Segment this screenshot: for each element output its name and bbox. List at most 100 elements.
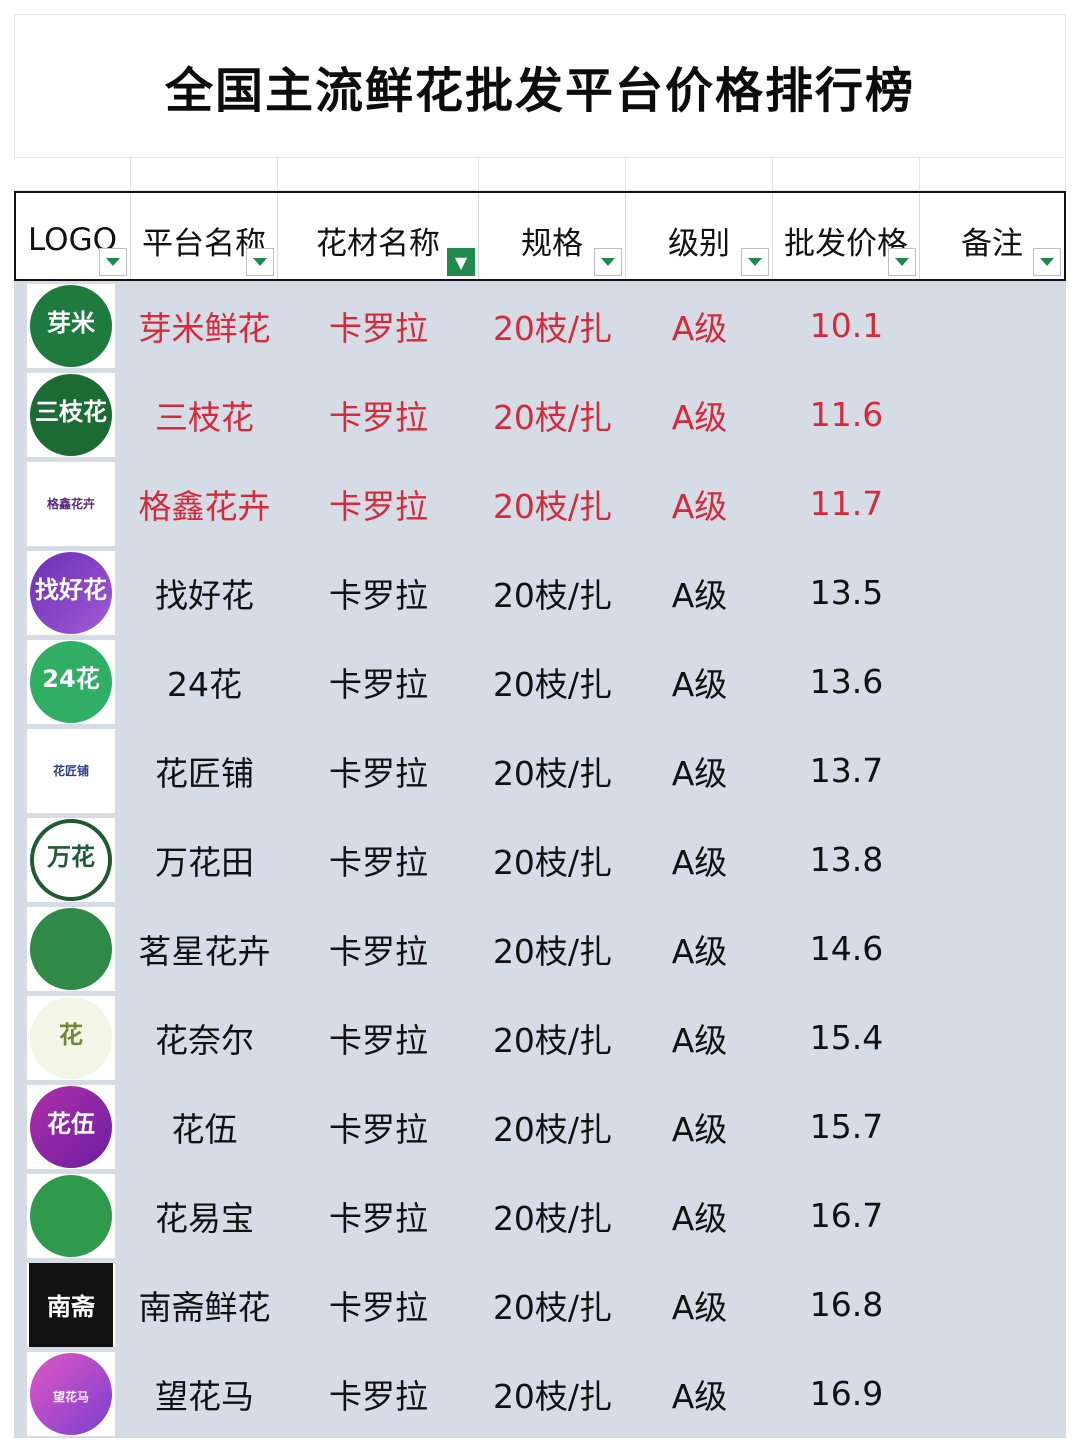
spec-cell[interactable]: 20枝/扎 (492, 1376, 613, 1416)
table-row[interactable]: 花伍 花伍 卡罗拉 20枝/扎 A级 15.7 (14, 1082, 1066, 1171)
note-cell[interactable] (920, 637, 1066, 726)
platform-name-cell[interactable]: 三枝花 (155, 397, 254, 437)
grade-cell[interactable]: A级 (671, 1020, 728, 1060)
note-cell[interactable] (920, 993, 1066, 1082)
spec-cell[interactable]: 20枝/扎 (492, 842, 613, 882)
header-flower-name[interactable]: 花材名称 ▼ (278, 193, 479, 279)
blank-cell[interactable] (14, 158, 131, 191)
table-row[interactable]: 万花 万花田 卡罗拉 20枝/扎 A级 13.8 (14, 815, 1066, 904)
filter-dropdown-icon[interactable] (594, 248, 622, 276)
platform-name-cell[interactable]: 花伍 (171, 1109, 238, 1149)
price-cell[interactable]: 13.8 (809, 840, 884, 879)
grade-cell[interactable]: A级 (671, 308, 728, 348)
price-cell[interactable]: 13.7 (809, 751, 884, 790)
blank-cell[interactable] (278, 158, 479, 191)
logo-cell[interactable]: 花伍 (14, 1082, 131, 1171)
filter-dropdown-icon[interactable] (1033, 248, 1061, 276)
platform-name-cell[interactable]: 24花 (167, 664, 242, 704)
platform-name-cell[interactable]: 格鑫花卉 (138, 486, 271, 526)
logo-cell[interactable]: 三枝花 (14, 370, 131, 459)
platform-name-cell[interactable]: 花奈尔 (155, 1020, 254, 1060)
grade-cell[interactable]: A级 (671, 1109, 728, 1149)
table-row[interactable]: 找好花 找好花 卡罗拉 20枝/扎 A级 13.5 (14, 548, 1066, 637)
platform-name-cell[interactable]: 茗星花卉 (138, 931, 271, 971)
spec-cell[interactable]: 20枝/扎 (492, 1287, 613, 1327)
blank-cell[interactable] (131, 158, 278, 191)
grade-cell[interactable]: A级 (671, 1287, 728, 1327)
flower-name-cell[interactable]: 卡罗拉 (329, 1287, 428, 1327)
price-cell[interactable]: 16.8 (809, 1285, 884, 1324)
spec-cell[interactable]: 20枝/扎 (492, 1198, 613, 1238)
blank-cell[interactable] (920, 158, 1066, 191)
flower-name-cell[interactable]: 卡罗拉 (329, 664, 428, 704)
logo-cell[interactable]: 格鑫花卉 (14, 459, 131, 548)
logo-cell[interactable]: 花 (14, 993, 131, 1082)
flower-name-cell[interactable]: 卡罗拉 (329, 1109, 428, 1149)
table-row[interactable]: 花匠铺 花匠铺 卡罗拉 20枝/扎 A级 13.7 (14, 726, 1066, 815)
flower-name-cell[interactable]: 卡罗拉 (329, 486, 428, 526)
spec-cell[interactable]: 20枝/扎 (492, 753, 613, 793)
note-cell[interactable] (920, 459, 1066, 548)
logo-cell[interactable]: 24花 (14, 637, 131, 726)
spec-cell[interactable]: 20枝/扎 (492, 308, 613, 348)
price-cell[interactable]: 13.5 (809, 573, 884, 612)
flower-name-cell[interactable]: 卡罗拉 (329, 931, 428, 971)
note-cell[interactable] (920, 726, 1066, 815)
note-cell[interactable] (920, 1082, 1066, 1171)
grade-cell[interactable]: A级 (671, 753, 728, 793)
header-note[interactable]: 备注 (920, 193, 1064, 279)
platform-name-cell[interactable]: 找好花 (155, 575, 254, 615)
price-cell[interactable]: 11.7 (809, 484, 884, 523)
header-grade[interactable]: 级别 (626, 193, 773, 279)
note-cell[interactable] (920, 1171, 1066, 1260)
spec-cell[interactable]: 20枝/扎 (492, 486, 613, 526)
logo-cell[interactable]: 找好花 (14, 548, 131, 637)
grade-cell[interactable]: A级 (671, 397, 728, 437)
table-row[interactable]: 花易宝 卡罗拉 20枝/扎 A级 16.7 (14, 1171, 1066, 1260)
price-cell[interactable]: 16.9 (809, 1374, 884, 1413)
note-cell[interactable] (920, 904, 1066, 993)
price-cell[interactable]: 11.6 (809, 395, 884, 434)
table-row[interactable]: 望花马 望花马 卡罗拉 20枝/扎 A级 16.9 (14, 1349, 1066, 1438)
filter-dropdown-icon[interactable] (99, 248, 127, 276)
note-cell[interactable] (920, 1349, 1066, 1438)
spec-cell[interactable]: 20枝/扎 (492, 664, 613, 704)
price-cell[interactable]: 15.4 (809, 1018, 884, 1057)
logo-cell[interactable]: 望花马 (14, 1349, 131, 1438)
grade-cell[interactable]: A级 (671, 842, 728, 882)
platform-name-cell[interactable]: 花匠铺 (155, 753, 254, 793)
filter-dropdown-icon[interactable] (741, 248, 769, 276)
blank-cell[interactable] (773, 158, 920, 191)
table-row[interactable]: 格鑫花卉 格鑫花卉 卡罗拉 20枝/扎 A级 11.7 (14, 459, 1066, 548)
flower-name-cell[interactable]: 卡罗拉 (329, 397, 428, 437)
spec-cell[interactable]: 20枝/扎 (492, 1020, 613, 1060)
price-cell[interactable]: 10.1 (809, 306, 884, 345)
logo-cell[interactable] (14, 1171, 131, 1260)
flower-name-cell[interactable]: 卡罗拉 (329, 1198, 428, 1238)
filter-dropdown-icon[interactable] (246, 248, 274, 276)
note-cell[interactable] (920, 815, 1066, 904)
platform-name-cell[interactable]: 花易宝 (155, 1198, 254, 1238)
spec-cell[interactable]: 20枝/扎 (492, 575, 613, 615)
platform-name-cell[interactable]: 芽米鲜花 (138, 308, 271, 348)
note-cell[interactable] (920, 1260, 1066, 1349)
header-logo[interactable]: LOGO (16, 193, 131, 279)
table-row[interactable]: 花 花奈尔 卡罗拉 20枝/扎 A级 15.4 (14, 993, 1066, 1082)
table-row[interactable]: 芽米 芽米鲜花 卡罗拉 20枝/扎 A级 10.1 (14, 281, 1066, 370)
grade-cell[interactable]: A级 (671, 1198, 728, 1238)
active-filter-icon[interactable]: ▼ (447, 248, 475, 276)
header-spec[interactable]: 规格 (479, 193, 626, 279)
price-cell[interactable]: 13.6 (809, 662, 884, 701)
header-platform-name[interactable]: 平台名称 (131, 193, 278, 279)
flower-name-cell[interactable]: 卡罗拉 (329, 308, 428, 348)
note-cell[interactable] (920, 548, 1066, 637)
table-row[interactable]: 24花 24花 卡罗拉 20枝/扎 A级 13.6 (14, 637, 1066, 726)
table-row[interactable]: 三枝花 三枝花 卡罗拉 20枝/扎 A级 11.6 (14, 370, 1066, 459)
logo-cell[interactable]: 南斋 (14, 1260, 131, 1349)
flower-name-cell[interactable]: 卡罗拉 (329, 1376, 428, 1416)
logo-cell[interactable] (14, 904, 131, 993)
price-cell[interactable]: 16.7 (809, 1196, 884, 1235)
note-cell[interactable] (920, 281, 1066, 370)
table-row[interactable]: 茗星花卉 卡罗拉 20枝/扎 A级 14.6 (14, 904, 1066, 993)
spec-cell[interactable]: 20枝/扎 (492, 397, 613, 437)
